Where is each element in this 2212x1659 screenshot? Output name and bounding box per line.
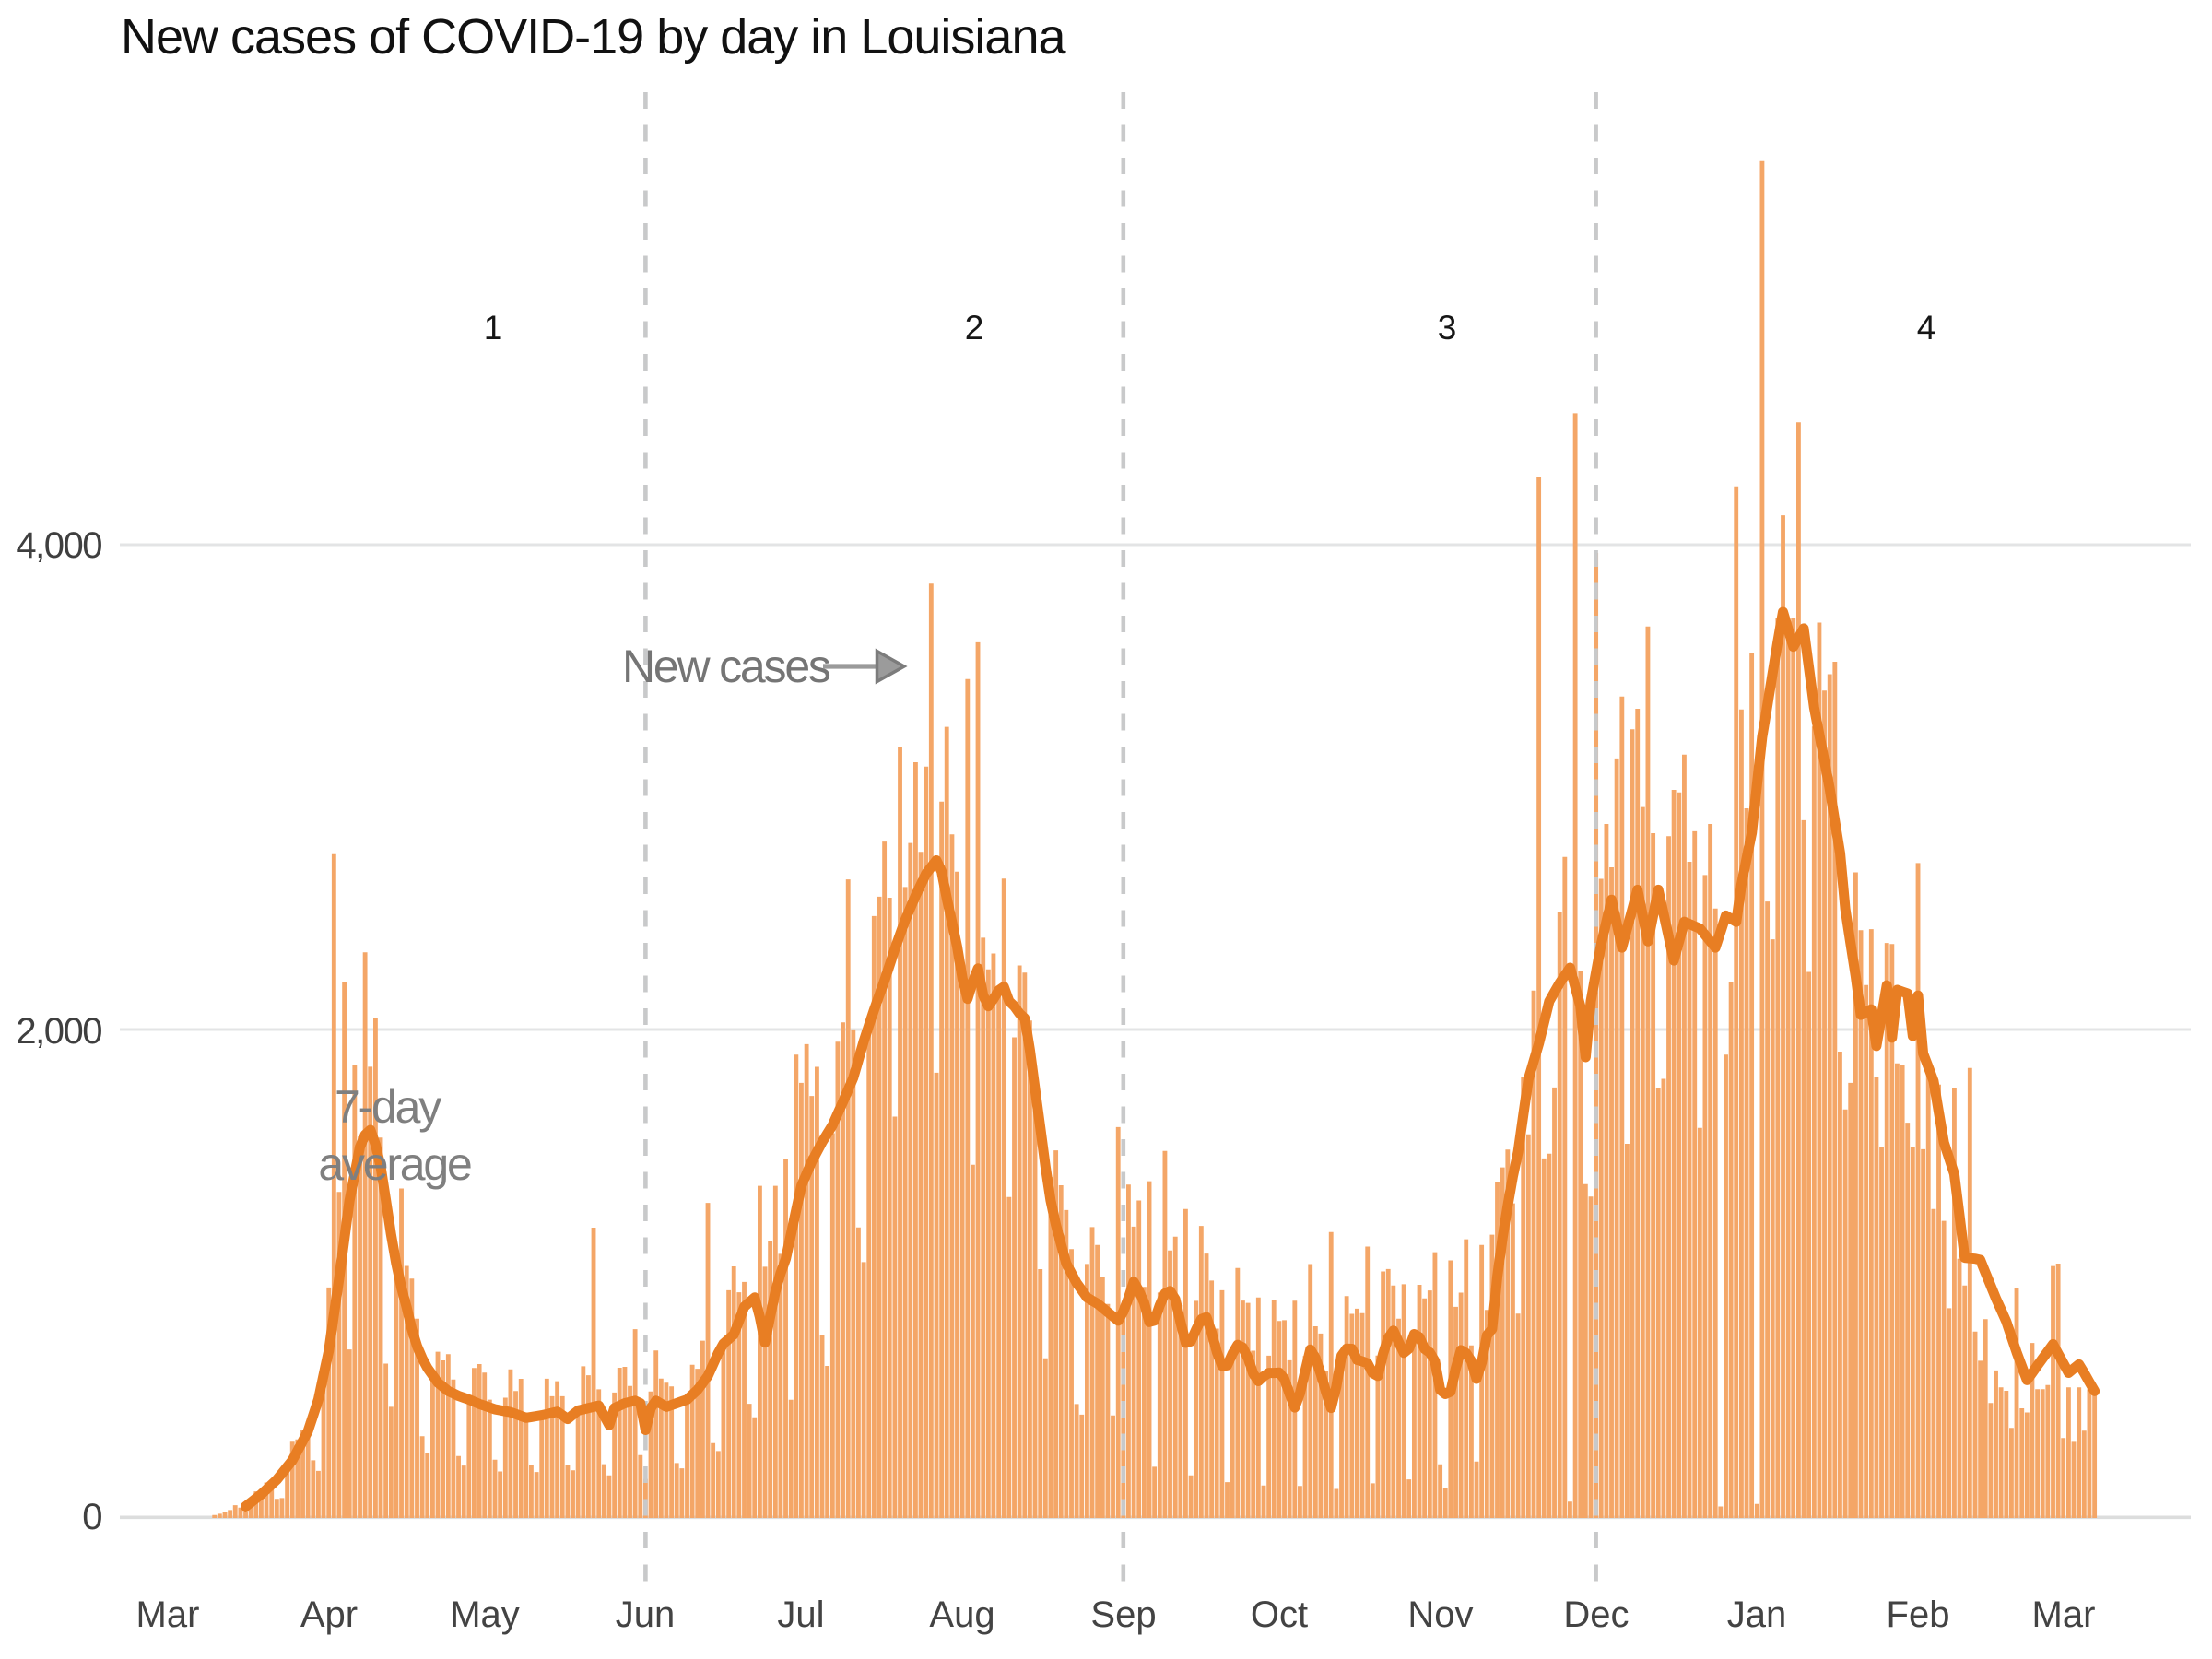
svg-text:Nov: Nov [1407,1594,1473,1635]
svg-text:May: May [450,1594,520,1635]
svg-text:New cases of COVID-19 by day i: New cases of COVID-19 by day in Louisian… [121,9,1066,65]
svg-text:Sep: Sep [1090,1594,1156,1635]
svg-text:Feb: Feb [1887,1594,1950,1635]
svg-text:4,000: 4,000 [16,525,101,566]
svg-text:3: 3 [1438,309,1457,347]
svg-text:4: 4 [1917,309,1936,347]
svg-text:Oct: Oct [1251,1594,1308,1635]
svg-text:2,000: 2,000 [16,1011,101,1052]
svg-text:2: 2 [965,309,984,347]
svg-text:Mar: Mar [2032,1594,2096,1635]
svg-text:Jul: Jul [777,1594,824,1635]
svg-text:0: 0 [82,1497,101,1537]
svg-text:1: 1 [484,309,503,347]
svg-text:Dec: Dec [1563,1594,1629,1635]
svg-text:7-day: 7-day [335,1081,441,1133]
svg-text:New cases: New cases [622,641,830,692]
svg-text:Aug: Aug [929,1594,994,1635]
svg-text:Mar: Mar [136,1594,200,1635]
svg-text:Apr: Apr [300,1594,358,1635]
svg-text:Jun: Jun [616,1594,676,1635]
svg-text:average: average [318,1138,471,1190]
svg-text:Jan: Jan [1727,1594,1787,1635]
